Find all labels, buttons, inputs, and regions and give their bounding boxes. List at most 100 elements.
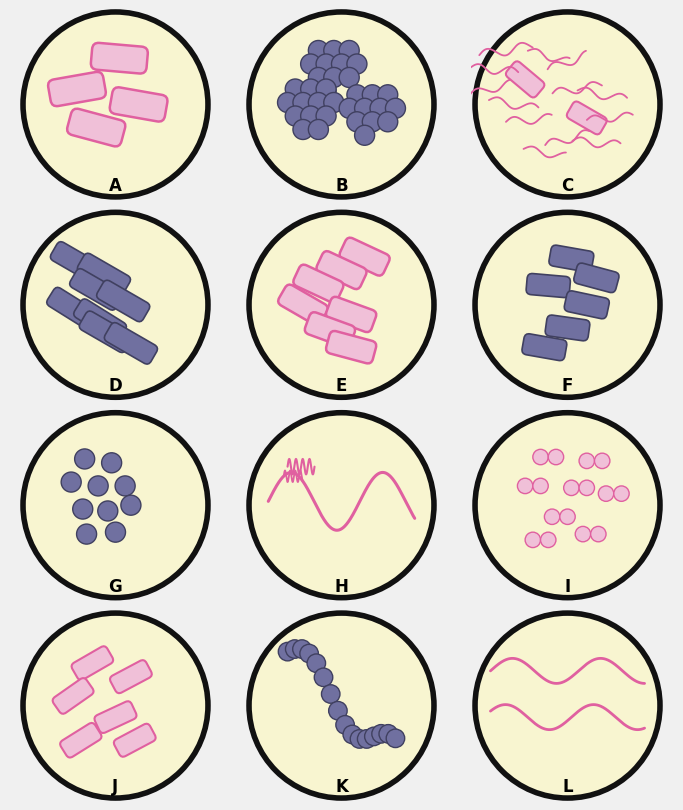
Circle shape [249,12,434,197]
Circle shape [324,40,344,61]
FancyBboxPatch shape [94,701,137,733]
Circle shape [475,613,660,798]
Circle shape [115,476,135,496]
Circle shape [314,668,333,687]
Circle shape [518,478,533,493]
Circle shape [357,730,376,748]
Circle shape [23,12,208,197]
Circle shape [540,532,556,548]
Circle shape [308,40,329,61]
Circle shape [370,98,390,118]
FancyBboxPatch shape [67,109,125,147]
Circle shape [102,453,122,473]
Circle shape [347,112,367,132]
FancyBboxPatch shape [46,288,100,330]
Circle shape [316,106,336,126]
FancyBboxPatch shape [564,291,609,319]
Circle shape [475,413,660,598]
Circle shape [563,480,579,496]
Circle shape [293,92,313,113]
Circle shape [350,730,369,748]
Text: I: I [564,578,570,595]
Circle shape [386,729,405,748]
FancyBboxPatch shape [522,334,567,360]
Circle shape [98,501,117,521]
Circle shape [579,480,594,496]
Circle shape [293,640,311,659]
Text: K: K [335,778,348,796]
FancyBboxPatch shape [77,254,130,295]
FancyBboxPatch shape [545,315,590,341]
Circle shape [316,81,336,101]
Circle shape [61,472,81,492]
FancyBboxPatch shape [72,646,113,680]
Circle shape [475,212,660,397]
Circle shape [322,684,340,703]
Circle shape [385,98,406,118]
Circle shape [594,453,610,468]
FancyBboxPatch shape [278,284,328,325]
Circle shape [339,67,359,87]
Circle shape [72,499,93,519]
FancyBboxPatch shape [110,87,167,122]
Text: A: A [109,177,122,195]
Circle shape [307,654,326,672]
Text: H: H [335,578,348,595]
FancyBboxPatch shape [526,274,570,297]
Circle shape [285,106,305,126]
Circle shape [591,526,606,542]
Circle shape [575,526,591,542]
Circle shape [308,67,329,87]
Text: G: G [109,578,122,595]
Circle shape [347,54,367,74]
Circle shape [277,92,298,113]
Circle shape [354,126,375,145]
Text: B: B [335,177,348,195]
Circle shape [331,54,352,74]
Circle shape [354,98,375,118]
Circle shape [379,725,398,743]
Circle shape [343,725,361,744]
FancyBboxPatch shape [96,280,150,322]
Circle shape [105,522,126,542]
Circle shape [598,486,614,501]
FancyBboxPatch shape [60,723,102,757]
Circle shape [614,486,629,501]
Circle shape [301,79,321,99]
Circle shape [249,613,434,798]
FancyBboxPatch shape [114,723,156,757]
Circle shape [378,112,398,132]
FancyBboxPatch shape [53,678,94,714]
Circle shape [362,112,382,132]
Circle shape [533,478,548,493]
FancyBboxPatch shape [293,265,344,303]
FancyBboxPatch shape [305,312,355,347]
Circle shape [308,119,329,139]
Circle shape [74,449,95,469]
FancyBboxPatch shape [91,43,148,74]
Circle shape [249,212,434,397]
FancyBboxPatch shape [316,251,367,289]
Circle shape [544,509,560,524]
Circle shape [285,79,305,99]
Text: D: D [109,377,122,395]
Circle shape [362,85,382,104]
Circle shape [249,413,434,598]
Circle shape [533,450,548,465]
FancyBboxPatch shape [549,245,594,272]
Circle shape [324,67,344,87]
FancyBboxPatch shape [110,660,152,693]
Text: J: J [113,778,119,796]
Circle shape [88,476,108,496]
Circle shape [23,613,208,798]
Circle shape [324,92,344,113]
FancyBboxPatch shape [104,322,158,364]
Circle shape [76,524,96,544]
FancyBboxPatch shape [74,299,126,342]
Circle shape [285,640,304,659]
Circle shape [308,92,329,113]
Circle shape [372,725,390,743]
FancyBboxPatch shape [326,296,376,332]
Circle shape [339,98,359,118]
Circle shape [548,450,563,465]
